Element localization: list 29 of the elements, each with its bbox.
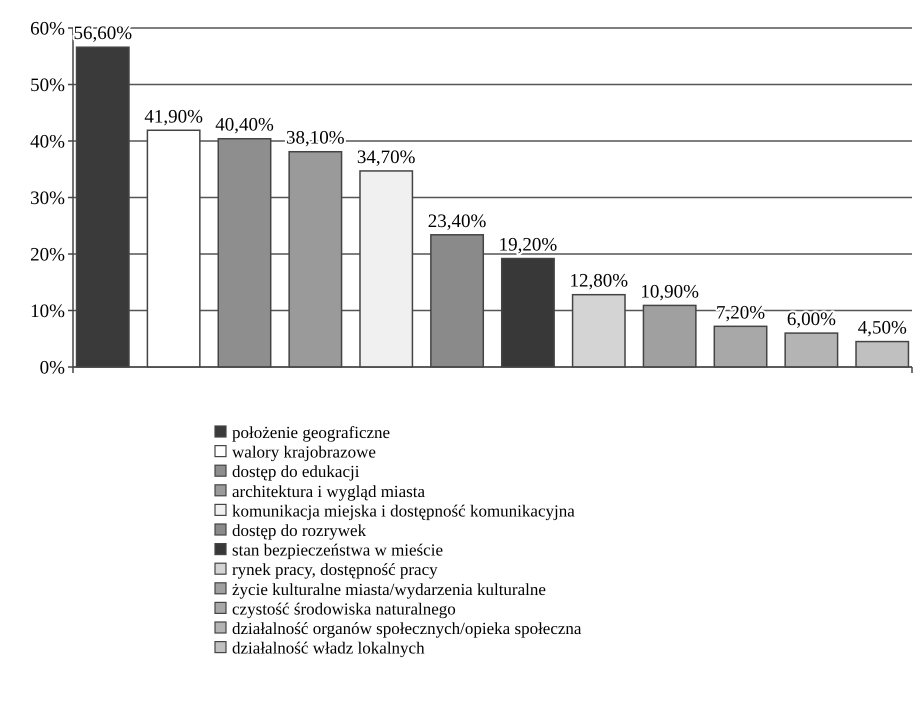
data-label: 10,90% (640, 281, 700, 302)
y-tick-label: 60% (30, 18, 66, 40)
legend-label: architektura i wygląd miasta (232, 482, 426, 501)
y-tick-label: 20% (30, 244, 66, 266)
y-tick-label: 50% (30, 75, 66, 96)
legend-label: działalność organów społecznych/opieka społeczna (232, 618, 582, 638)
data-label: 40,40% (215, 114, 274, 136)
legend-label: stan bezpieczeństwa w mieście (232, 540, 443, 560)
y-tick-label: 40% (30, 132, 66, 153)
data-label: 34,70% (356, 146, 416, 168)
y-tick-label: 30% (30, 188, 66, 210)
legend-label: życie kulturalne miasta/wydarzenia kulturalne (232, 580, 546, 599)
legend-label: działalność władz lokalnych (232, 638, 426, 658)
data-label: 19,20% (498, 234, 558, 256)
legend-label: dostęp do rozrywek (232, 520, 367, 540)
legend-label: rynek pracy, dostępność pracy (232, 560, 438, 580)
legend-label: położenie geograficzne (232, 422, 390, 442)
legend-label: komunikacja miejska i dostępność komunikacyjna (232, 501, 576, 520)
legend-label: czystość środowiska naturalnego (232, 599, 456, 618)
y-tick-label: 10% (30, 301, 66, 322)
data-label: 23,40% (428, 210, 487, 232)
data-label: 4,50% (858, 318, 907, 339)
data-label: 12,80% (570, 270, 628, 292)
data-label: 56,60% (73, 23, 132, 44)
legend-label: walory krajobrazowe (232, 442, 376, 462)
legend-label: dostęp do edukacji (232, 462, 360, 482)
data-label: 41,90% (144, 106, 204, 128)
data-label: 6,00% (786, 309, 836, 330)
y-tick-label: 0% (40, 358, 66, 379)
